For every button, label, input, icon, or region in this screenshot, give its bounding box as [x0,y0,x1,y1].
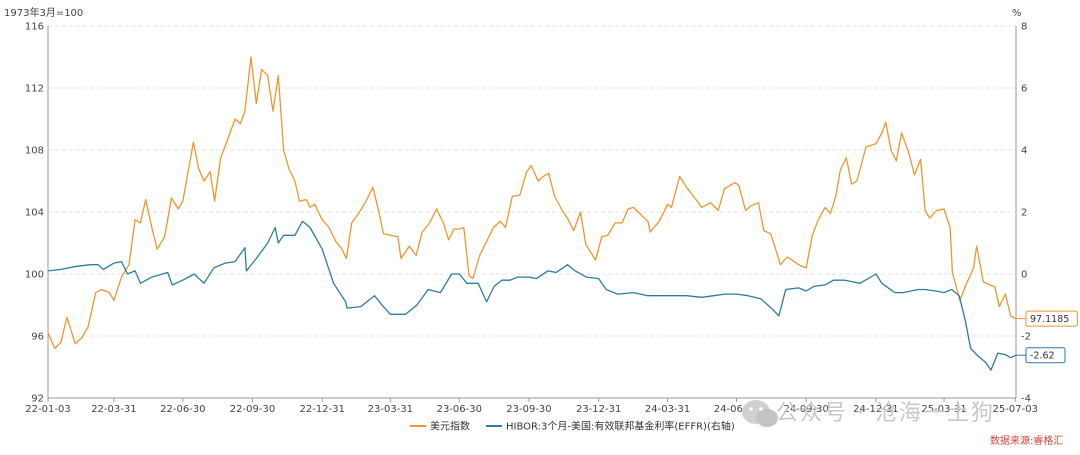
right-axis-tick-label: -4 [1021,394,1031,405]
x-axis-tick-label: 24-12-31 [853,404,898,415]
end-value-label: -2.62 [1030,351,1055,362]
x-axis-tick-label: 24-06-30 [714,404,759,415]
gridlines [48,25,1016,337]
left-axis-unit: 1973年3月=100 [4,6,83,19]
right-axis-tick-label: 2 [1021,208,1027,219]
x-axis-tick-label: 23-03-31 [368,404,413,415]
left-axis-tick-label: 116 [25,22,44,33]
x-axis-tick-label: 25-07-03 [993,404,1038,415]
source-note: 数据来源:睿格汇 [990,434,1063,447]
legend-label-1: 美元指数 [430,420,470,433]
series [47,56,1017,371]
right-axis-unit: % [1012,8,1022,19]
x-axis-tick-label: 22-01-03 [25,404,70,415]
x-axis-tick-label: 22-09-30 [230,404,275,415]
right-axis-tick-label: 0 [1021,270,1027,281]
x-axis-tick-label: 22-03-31 [91,404,136,415]
end-value-label: 97.1185 [1030,314,1069,325]
end-label-box [1025,310,1078,327]
right-axis-tick-label: -2 [1021,332,1031,343]
x-axis-tick-label: 24-03-31 [645,404,690,415]
right-axis-tick-label: 6 [1021,84,1027,95]
legend: 美元指数 HIBOR:3个月-美国:有效联邦基金利率(EFFR)(右轴) [410,420,735,433]
x-axis-tick-label: 22-12-31 [299,404,344,415]
left-axis-tick-label: 112 [25,84,44,95]
wechat-icon [742,400,778,427]
watermark: 公众号 · 沧海一土狗 [742,400,995,427]
axes: 1973年3月=100 % 9296100104108112116-4-2024… [4,6,1038,415]
left-axis-tick-label: 100 [25,270,44,281]
end-label-box [1025,347,1066,364]
x-axis-tick-label: 22-06-30 [160,404,205,415]
x-axis-tick-label: 23-12-31 [576,404,621,415]
series-line-1 [47,56,1017,350]
right-axis-tick-label: 8 [1021,22,1027,33]
left-axis-tick-label: 96 [31,332,44,343]
x-axis-tick-label: 25-03-31 [921,404,966,415]
left-axis-tick-label: 92 [31,394,44,405]
legend-label-2: HIBOR:3个月-美国:有效联邦基金利率(EFFR)(右轴) [506,420,735,433]
right-axis-tick-label: 4 [1021,146,1027,157]
x-axis-tick-label: 24-09-30 [783,404,828,415]
left-axis-tick-label: 108 [25,146,44,157]
x-axis-tick-label: 23-09-30 [506,404,551,415]
end-labels: 97.1185 -2.62 [1016,310,1078,364]
left-axis-tick-label: 104 [25,208,44,219]
series-line-2 [47,220,1017,371]
x-axis-tick-label: 23-06-30 [437,404,482,415]
watermark-text: 公众号 · 沧海一土狗 [776,401,995,426]
